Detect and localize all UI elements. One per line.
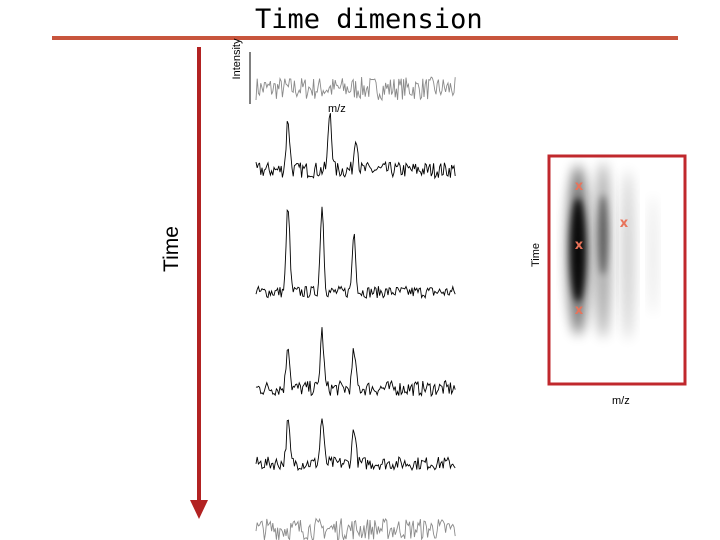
time-mz-map: x x x x bbox=[547, 154, 687, 386]
mz-axis-label: m/z bbox=[328, 103, 346, 115]
map-markers: x x x x bbox=[575, 179, 629, 318]
spectrum-trace-2 bbox=[255, 113, 456, 180]
page-title: Time dimension bbox=[255, 4, 483, 35]
marker-x-1: x bbox=[575, 179, 584, 194]
spectrum-trace-5 bbox=[255, 418, 456, 472]
map-frame bbox=[547, 154, 687, 386]
marker-x-3: x bbox=[575, 238, 584, 253]
spectrum-trace-1 bbox=[255, 76, 456, 102]
spectra-stack bbox=[255, 76, 456, 540]
marker-x-2: x bbox=[620, 216, 629, 231]
map-mz-label: m/z bbox=[612, 395, 630, 407]
marker-x-4: x bbox=[575, 303, 584, 318]
spectrum-trace-3 bbox=[255, 206, 456, 299]
spectrum-trace-4 bbox=[255, 327, 456, 398]
title-underline bbox=[52, 36, 678, 40]
time-arrow bbox=[190, 47, 208, 519]
spectrum-trace-6 bbox=[255, 517, 456, 540]
map-bands bbox=[567, 162, 657, 340]
